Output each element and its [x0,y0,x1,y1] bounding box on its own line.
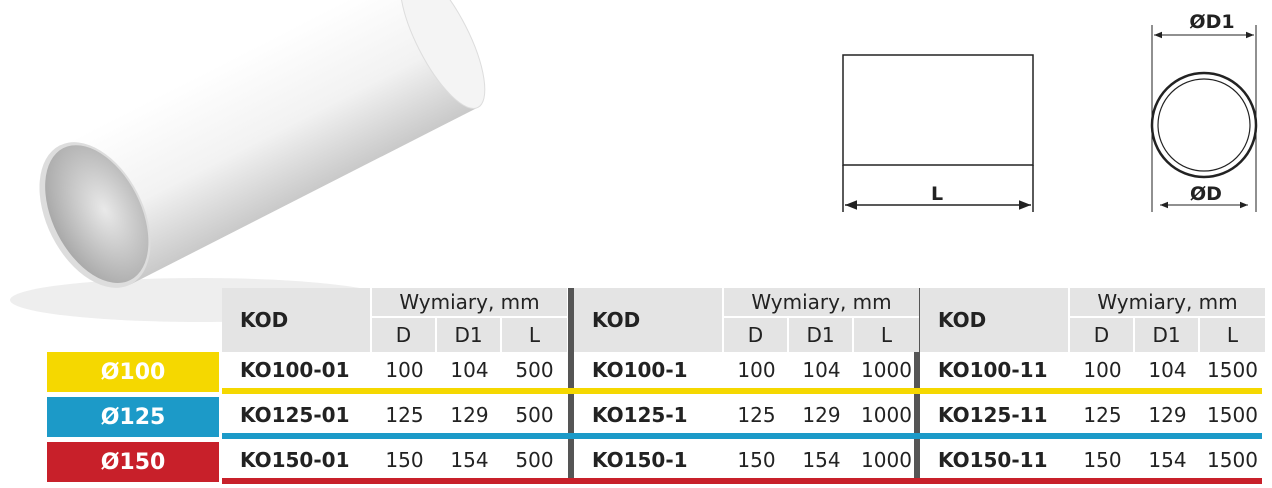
row-label: Ø100 [47,352,219,392]
outer-diameter-label: ØD1 [1189,11,1234,33]
row-label: Ø125 [47,397,219,437]
side-view [842,54,1034,212]
dimension-value: 154 [802,448,841,472]
separator [914,288,920,482]
dimension-value: 125 [737,403,776,427]
product-code: KO100-01 [240,358,350,382]
dimension-value: 129 [802,403,841,427]
product-code: KO150-1 [592,448,688,472]
dim-header: D [372,318,437,352]
dim-header: L [502,318,567,352]
dims-header: Wymiary, mm [724,288,919,318]
dimension-value: 129 [450,403,489,427]
product-code: KO100-1 [592,358,688,382]
code-header: KOD [574,288,724,352]
dim-header: D [1070,318,1135,352]
dimension-value: 100 [1083,358,1122,382]
product-code: KO150-01 [240,448,350,472]
dimension-value: 104 [1148,358,1187,382]
dimension-value: 500 [515,358,554,382]
row-stripe [222,388,1262,394]
dimension-value: 1500 [1207,448,1258,472]
separator [568,288,574,482]
dimension-value: 1000 [861,358,912,382]
dimension-value: 500 [515,403,554,427]
dimension-value: 1500 [1207,358,1258,382]
dimension-value: 154 [1148,448,1187,472]
code-header: KOD [222,288,372,352]
product-code: KO150-11 [938,448,1048,472]
dimension-value: 150 [385,448,424,472]
dim-header: D [724,318,789,352]
dim-header: D1 [789,318,854,352]
dimension-value: 150 [737,448,776,472]
dimension-value: 1500 [1207,403,1258,427]
dimension-value: 1000 [861,448,912,472]
dimension-value: 125 [1083,403,1122,427]
product-code: KO125-1 [592,403,688,427]
length-label: L [931,183,943,205]
product-code: KO100-11 [938,358,1048,382]
dimension-value: 104 [450,358,489,382]
product-code: KO125-11 [938,403,1048,427]
dim-header: L [854,318,919,352]
dim-header: D1 [1135,318,1200,352]
dim-header: D1 [437,318,502,352]
row-label: Ø150 [47,442,219,482]
dimension-value: 125 [385,403,424,427]
dimension-value: 100 [385,358,424,382]
row-stripe [222,433,1262,439]
pipe [39,0,486,288]
dimension-value: 154 [450,448,489,472]
dims-header: Wymiary, mm [1070,288,1265,318]
dims-header: Wymiary, mm [372,288,567,318]
dimension-value: 150 [1083,448,1122,472]
end-view [1150,25,1258,212]
dimension-value: 100 [737,358,776,382]
inner-diameter-label: ØD [1190,183,1222,205]
code-header: KOD [920,288,1070,352]
dimension-value: 1000 [861,403,912,427]
dimension-value: 129 [1148,403,1187,427]
dim-header: L [1200,318,1265,352]
dimension-value: 500 [515,448,554,472]
dimension-value: 104 [802,358,841,382]
row-stripe [222,478,1262,484]
product-code: KO125-01 [240,403,350,427]
